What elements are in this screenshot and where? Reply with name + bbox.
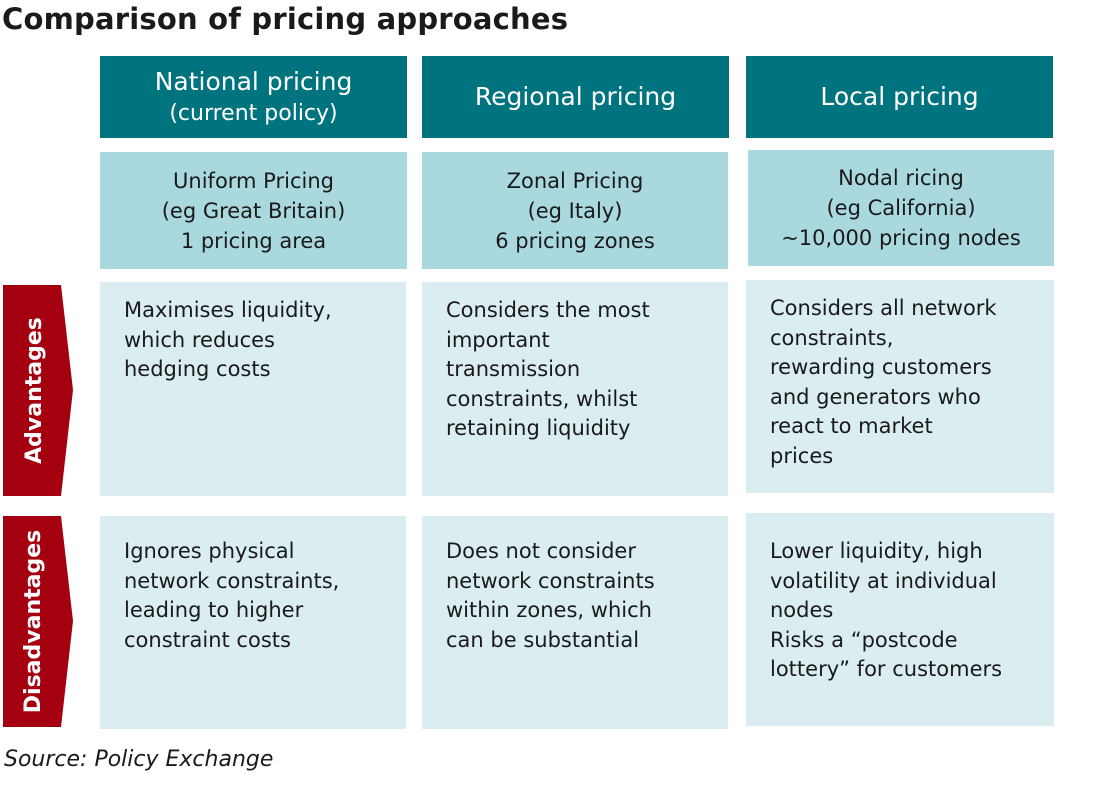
cell-line: Considers the most bbox=[446, 298, 650, 322]
disadvantages-cell-national: Ignores physical network constraints, le… bbox=[100, 516, 406, 729]
cell-line: constraints, whilst bbox=[446, 386, 638, 411]
row-label-text: Advantages bbox=[21, 317, 47, 464]
cell-line: nodes bbox=[770, 598, 834, 622]
cell-line: constraint costs bbox=[124, 627, 291, 652]
scheme-box-nodal: Nodal ricing (eg California) ~10,000 pri… bbox=[748, 150, 1054, 266]
header-main-label: Regional pricing bbox=[474, 82, 677, 111]
source-note: Source: Policy Exchange bbox=[4, 747, 274, 772]
scheme-line: ~10,000 pricing nodes bbox=[781, 226, 1021, 250]
scheme-line: Nodal ricing bbox=[838, 166, 964, 190]
cell-line: and generators who bbox=[770, 384, 981, 409]
row-label-text-wrap: Advantages bbox=[3, 285, 65, 496]
advantages-cell-regional: Considers the most important transmissio… bbox=[422, 282, 728, 496]
cell-line: rewarding customers bbox=[770, 355, 992, 379]
scheme-line: Zonal Pricing bbox=[506, 168, 644, 193]
row-label-disadvantages: Disadvantages bbox=[3, 516, 73, 727]
scheme-box-uniform: Uniform Pricing (eg Great Britain) 1 pri… bbox=[100, 152, 407, 269]
row-label-text-wrap: Disadvantages bbox=[3, 516, 65, 727]
disadvantages-cell-regional: Does not consider network constraints wi… bbox=[422, 516, 728, 729]
disadvantages-cell-local: Lower liquidity, high volatility at indi… bbox=[746, 513, 1054, 726]
scheme-line: Uniform Pricing bbox=[173, 168, 334, 193]
cell-line: Maximises liquidity, bbox=[124, 298, 332, 322]
header-sub-label: (current policy) bbox=[169, 101, 338, 126]
cell-line: leading to higher bbox=[124, 598, 304, 622]
header-main-label: Local pricing bbox=[820, 82, 979, 111]
scheme-line: 6 pricing zones bbox=[495, 228, 655, 253]
chart-title: Comparison of pricing approaches bbox=[2, 2, 569, 36]
cell-line: transmission bbox=[446, 357, 581, 381]
cell-line: prices bbox=[770, 443, 834, 468]
row-label-arrow-shape bbox=[3, 285, 73, 496]
cell-line: network constraints bbox=[446, 568, 655, 593]
cell-line: Does not consider bbox=[446, 539, 636, 563]
advantages-cell-national: Maximises liquidity, which reduces hedgi… bbox=[100, 282, 406, 496]
header-main-label: National pricing bbox=[154, 67, 353, 96]
cell-line: constraints, bbox=[770, 325, 894, 350]
row-label-arrow-shape bbox=[3, 516, 73, 727]
header-local-pricing: Local pricing bbox=[746, 56, 1053, 138]
cell-line: retaining liquidity bbox=[446, 416, 631, 440]
advantages-cell-local: Considers all network constraints, rewar… bbox=[746, 280, 1054, 493]
cell-line: Ignores physical bbox=[124, 539, 295, 563]
scheme-line: (eg Italy) bbox=[527, 198, 623, 223]
header-regional-pricing: Regional pricing bbox=[422, 56, 729, 138]
cell-line: network constraints, bbox=[124, 568, 340, 593]
cell-line: within zones, which bbox=[446, 598, 652, 622]
cell-line: Risks a “postcode bbox=[770, 627, 958, 652]
cell-line: hedging costs bbox=[124, 357, 271, 381]
cell-line: which reduces bbox=[124, 327, 275, 352]
scheme-line: 1 pricing area bbox=[180, 228, 327, 253]
row-label-advantages: Advantages bbox=[3, 285, 73, 496]
cell-line: important bbox=[446, 327, 550, 352]
scheme-line: (eg California) bbox=[826, 196, 976, 220]
cell-line: volatility at individual bbox=[770, 568, 997, 593]
cell-line: Considers all network bbox=[770, 296, 997, 320]
cell-line: Lower liquidity, high bbox=[770, 539, 983, 563]
scheme-box-zonal: Zonal Pricing (eg Italy) 6 pricing zones bbox=[422, 152, 728, 269]
cell-line: can be substantial bbox=[446, 627, 640, 652]
cell-line: react to market bbox=[770, 414, 933, 438]
header-national-pricing: National pricing (current policy) bbox=[100, 56, 407, 138]
row-label-text: Disadvantages bbox=[21, 529, 47, 714]
cell-line: lottery” for customers bbox=[770, 657, 1003, 681]
scheme-line: (eg Great Britain) bbox=[161, 198, 346, 223]
